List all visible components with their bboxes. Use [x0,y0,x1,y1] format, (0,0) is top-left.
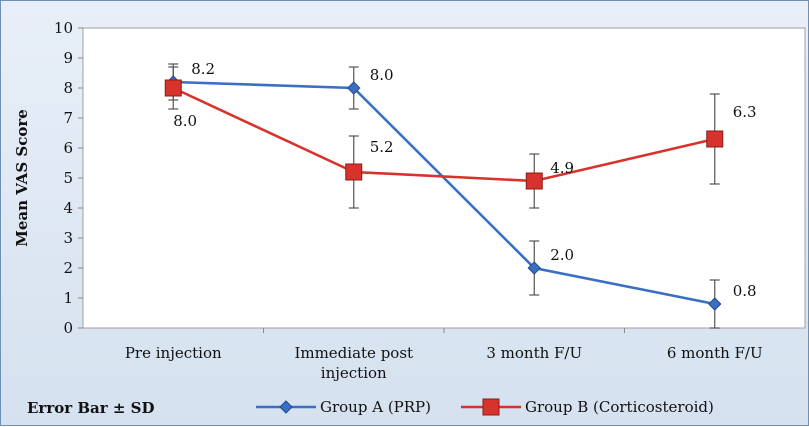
x-category-label: 6 month F/U [667,344,763,362]
legend-label-0: Group A (PRP) [320,398,431,416]
data-label: 8.0 [173,112,197,130]
data-point-0-3 [708,297,722,311]
y-tick-label: 6 [63,139,73,157]
data-label: 6.3 [733,103,757,121]
x-category-label: 3 month F/U [486,344,582,362]
data-point-0-1 [347,81,361,95]
x-category-label: Pre injection [125,344,222,362]
series-line-0 [173,80,716,306]
data-label: 0.8 [733,282,757,300]
y-axis: 0 1 2 3 4 5 6 7 8 9 10 [54,19,83,337]
y-tick-label: 2 [63,259,73,277]
legend-marker-0 [279,400,293,414]
legend-marker-1 [482,398,500,416]
legend-note: Error Bar ± SD [27,399,155,417]
data-point-1-3 [706,130,724,148]
y-tick-label: 10 [54,19,73,37]
data-label: 8.0 [370,66,394,84]
y-tick-label: 0 [63,319,73,337]
data-point-0-2 [527,261,541,275]
y-tick-label: 9 [63,49,73,67]
data-point-1-0 [164,79,182,97]
x-category-label: Immediate post injection [294,344,413,382]
data-label: 5.2 [370,138,394,156]
y-tick-label: 8 [63,79,73,97]
series-markers [164,75,724,311]
y-axis-label: Mean VAS Score [13,109,31,247]
y-tick-label: 3 [63,229,73,247]
y-tick-label: 5 [63,169,73,187]
series-lines [172,80,716,306]
data-point-1-1 [345,163,363,181]
data-point-1-2 [525,172,543,190]
data-label: 8.2 [191,60,215,78]
y-tick-label: 7 [63,109,73,127]
y-tick-label: 1 [63,289,73,307]
data-labels: 8.2 8.0 2.0 0.8 8.0 5.2 4.9 6.3 [173,60,756,300]
data-label: 4.9 [550,159,574,177]
legend: Error Bar ± SD Group A (PRP) Group B (Cor… [27,398,714,417]
series-line-1 [172,86,716,183]
legend-label-1: Group B (Corticosteroid) [525,398,714,416]
y-tick-label: 4 [63,199,73,217]
data-label: 2.0 [550,246,574,264]
x-axis: Pre injection Immediate post injection 3 mo… [125,328,763,382]
